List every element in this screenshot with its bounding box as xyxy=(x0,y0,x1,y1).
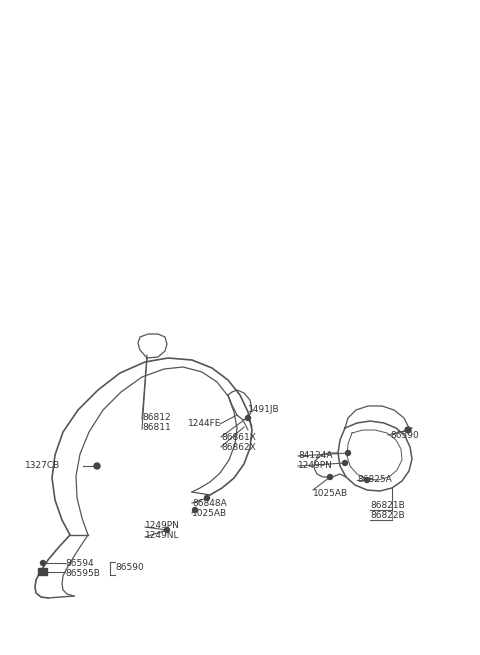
Circle shape xyxy=(405,427,411,433)
Text: 86595B: 86595B xyxy=(65,569,100,578)
Circle shape xyxy=(192,508,197,512)
Circle shape xyxy=(245,415,251,421)
Text: 1244FE: 1244FE xyxy=(188,419,221,428)
Text: 84124A: 84124A xyxy=(298,451,333,460)
Text: 86594: 86594 xyxy=(65,559,94,567)
Text: 86862X: 86862X xyxy=(221,443,256,451)
Circle shape xyxy=(40,561,46,565)
Text: 1327CB: 1327CB xyxy=(25,462,60,470)
Text: 86848A: 86848A xyxy=(192,498,227,508)
Text: 86821B: 86821B xyxy=(370,502,405,510)
Bar xyxy=(38,568,47,575)
Text: 1491JB: 1491JB xyxy=(248,405,280,415)
Circle shape xyxy=(94,463,100,469)
Text: 1249PN: 1249PN xyxy=(145,521,180,531)
Circle shape xyxy=(327,474,333,479)
Circle shape xyxy=(165,527,169,533)
Text: 1025AB: 1025AB xyxy=(192,508,227,517)
Text: 86822B: 86822B xyxy=(370,512,405,521)
Circle shape xyxy=(364,477,370,483)
Text: 86861X: 86861X xyxy=(221,432,256,441)
Text: 86590: 86590 xyxy=(390,430,419,440)
Text: 86825A: 86825A xyxy=(357,476,392,485)
Circle shape xyxy=(204,495,209,500)
Text: 1025AB: 1025AB xyxy=(313,489,348,498)
Text: 86812: 86812 xyxy=(142,413,170,422)
Text: 86811: 86811 xyxy=(142,424,171,432)
Text: 1249PN: 1249PN xyxy=(298,462,333,470)
Circle shape xyxy=(343,460,348,466)
Text: 86590: 86590 xyxy=(115,563,144,572)
Text: 1249NL: 1249NL xyxy=(145,531,180,540)
Circle shape xyxy=(346,451,350,455)
